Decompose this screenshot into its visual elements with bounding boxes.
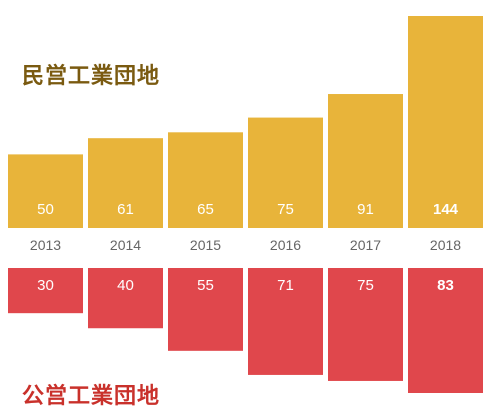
data-label-top-2016: 75: [277, 201, 294, 218]
tick-label-2013: 2013: [30, 237, 61, 253]
tick-label-2018: 2018: [430, 237, 461, 253]
data-label-bottom-2017: 75: [357, 277, 374, 294]
bar-bottom-2016: [248, 268, 323, 375]
bar-top-2016: [248, 117, 323, 228]
bar-bottom-2015: [168, 268, 243, 351]
data-label-bottom-2018: 83: [437, 277, 454, 294]
data-label-top-2014: 61: [117, 201, 134, 218]
data-label-bottom-2014: 40: [117, 277, 134, 294]
bar-bottom-2014: [88, 268, 163, 329]
data-label-top-2017: 91: [357, 201, 374, 218]
bar-bottom-2013: [8, 268, 83, 314]
chart-title-bottom: 公営工業団地: [22, 383, 161, 408]
tick-label-2015: 2015: [190, 237, 221, 253]
bar-top-2017: [328, 94, 403, 229]
chart-title-top: 民営工業団地: [22, 63, 161, 88]
data-label-top-2018: 144: [433, 201, 459, 218]
data-label-bottom-2015: 55: [197, 277, 214, 294]
bar-top-2013: [8, 154, 83, 228]
bar-bottom-2018: [408, 268, 483, 393]
tick-label-2017: 2017: [350, 237, 381, 253]
data-label-bottom-2013: 30: [37, 277, 54, 294]
bar-bottom-2017: [328, 268, 403, 381]
bar-top-2014: [88, 138, 163, 228]
bar-top-2018: [408, 16, 483, 228]
data-label-bottom-2016: 71: [277, 277, 294, 294]
tick-label-2016: 2016: [270, 237, 301, 253]
tick-label-2014: 2014: [110, 237, 141, 253]
bar-top-2015: [168, 132, 243, 228]
data-label-top-2013: 50: [37, 201, 54, 218]
data-label-top-2015: 65: [197, 201, 214, 218]
